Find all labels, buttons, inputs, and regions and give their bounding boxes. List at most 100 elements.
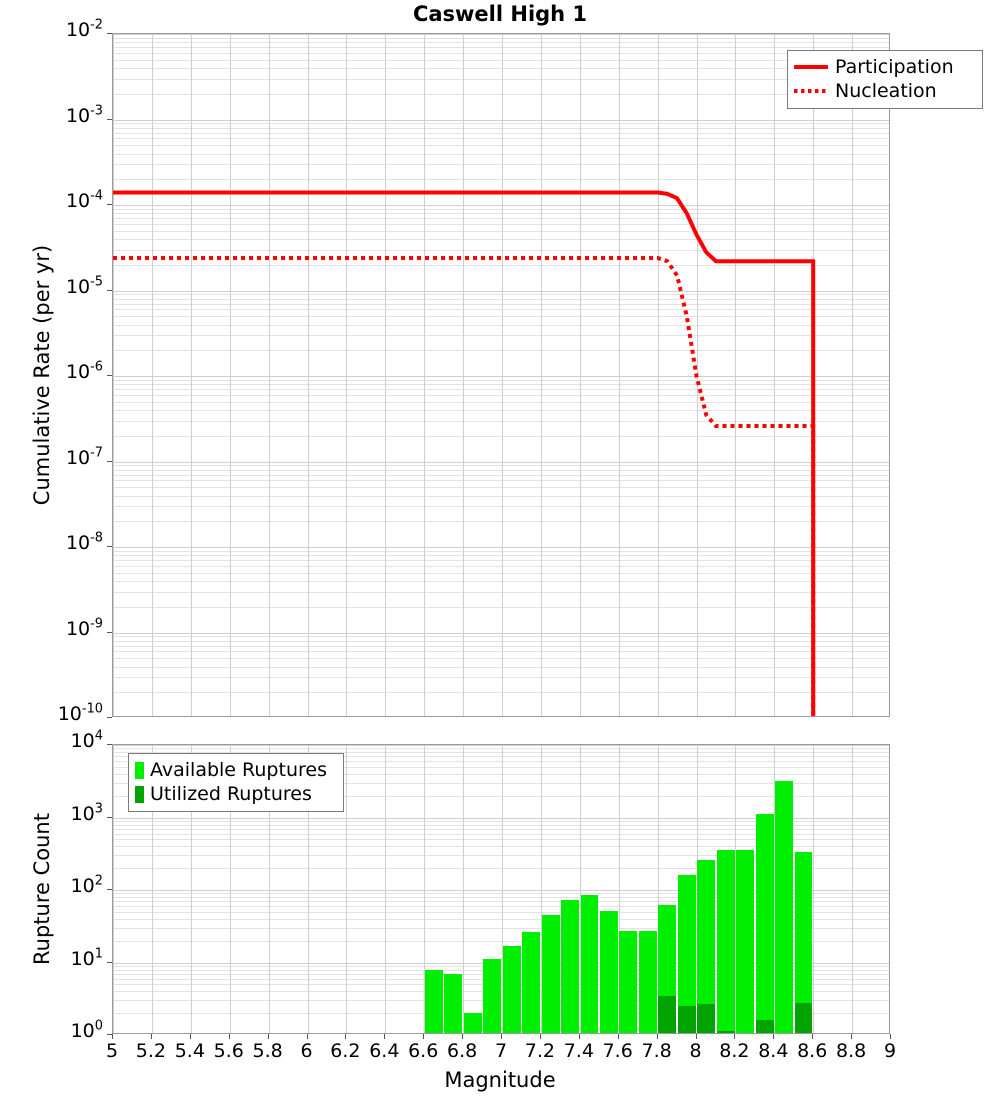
legend-item-participation: Participation [794,55,975,79]
gridline-vertical [385,745,386,1033]
xtick-label: 5 [105,1040,119,1062]
gridline-horizontal [113,748,889,749]
xtick-label: 5.6 [213,1040,244,1062]
gridline-horizontal [113,919,889,920]
xtick-label: 7.2 [524,1040,555,1062]
gridline-horizontal [113,213,889,214]
xtick-label: 5.8 [252,1040,283,1062]
gridline-horizontal [113,890,889,891]
gridline-vertical [424,34,425,716]
bar-available-ruptures [522,932,541,1033]
bar-available-ruptures [541,915,560,1033]
gridline-horizontal [113,123,889,124]
ytick-label: 101 [70,946,103,970]
bar-available-ruptures [716,849,735,1033]
xtick-label: 6 [300,1040,313,1062]
gridline-horizontal [113,218,889,219]
gridline-vertical [230,34,231,716]
gridline-horizontal [113,309,889,310]
gridline-horizontal [113,555,889,556]
gridline-horizontal [113,667,889,668]
bar-available-ruptures [600,911,618,1033]
bar-available-ruptures [755,814,774,1033]
ytick-mark [107,375,112,376]
bar-utilized-ruptures [794,1002,813,1033]
xtick-mark [268,1034,269,1039]
xtick-label: 8.2 [719,1040,750,1062]
ytick-label: 102 [70,873,103,897]
xtick-label: 7 [494,1040,508,1062]
gridline-horizontal [113,68,889,69]
gridline-horizontal [113,480,889,481]
gridline-horizontal [113,475,889,476]
xtick-label: 6.4 [369,1040,400,1062]
gridline-horizontal [113,462,889,463]
gridline-vertical [463,745,464,1033]
gridline-vertical [658,34,659,716]
gridline-vertical [191,745,192,1033]
xtick-mark [384,1034,385,1039]
gridline-horizontal [113,265,889,266]
xtick-label: 7.4 [563,1040,594,1062]
legend-item-available-ruptures: Available Ruptures [135,758,336,782]
gridline-horizontal [113,389,889,390]
ytick-mark [107,962,112,963]
ytick-mark [107,744,112,745]
bar-utilized-ruptures [658,995,677,1033]
ytick-label: 10-5 [65,274,103,298]
ytick-mark [107,461,112,462]
gridline-vertical [541,745,542,1033]
gridline-horizontal [113,928,889,929]
participation-line-swatch-icon [794,65,828,69]
gridline-horizontal [113,607,889,608]
gridline-horizontal [113,376,889,377]
gridline-horizontal [113,205,889,206]
gridline-horizontal [113,145,889,146]
ytick-label: 103 [70,801,103,825]
gridline-horizontal [113,133,889,134]
gridline-horizontal [113,506,889,507]
gridline-horizontal [113,291,889,292]
xtick-mark [462,1034,463,1039]
gridline-horizontal [113,783,889,784]
gridline-horizontal [113,829,889,830]
gridline-horizontal [113,395,889,396]
gridline-horizontal [113,834,889,835]
gridline-vertical [346,34,347,716]
cumulative-rate-plot [112,33,890,717]
xtick-mark [345,1034,346,1039]
gridline-vertical [463,34,464,716]
gridline-horizontal [113,436,889,437]
gridline-horizontal [113,651,889,652]
gridline-vertical [385,34,386,716]
bar-available-ruptures [677,875,696,1033]
gridline-horizontal [113,677,889,678]
gridline-horizontal [113,855,889,856]
top-panel-ylabel: Cumulative Rate (per yr) [30,244,54,506]
gridline-vertical [541,34,542,716]
gridline-horizontal [113,551,889,552]
ytick-label: 100 [70,1018,103,1042]
ytick-label: 10-4 [65,188,103,212]
xtick-label: 6.8 [446,1040,478,1062]
ytick-label: 10-9 [65,616,103,640]
gridline-horizontal [113,547,889,548]
gridline-horizontal [113,128,889,129]
curve-participation [113,190,816,716]
gridline-horizontal [113,421,889,422]
gridline-vertical [308,745,309,1033]
gridline-horizontal [113,410,889,411]
gridline-horizontal [113,335,889,336]
bar-utilized-ruptures [677,1006,696,1033]
gridline-vertical [152,745,153,1033]
gridline-horizontal [113,906,889,907]
xtick-mark [423,1034,424,1039]
gridline-vertical [308,34,309,716]
gridline-horizontal [113,154,889,155]
gridline-horizontal [113,745,889,746]
gridline-vertical [113,34,114,716]
bar-available-ruptures [561,899,580,1033]
bar-utilized-ruptures [716,1030,735,1033]
gridline-vertical [269,745,270,1033]
